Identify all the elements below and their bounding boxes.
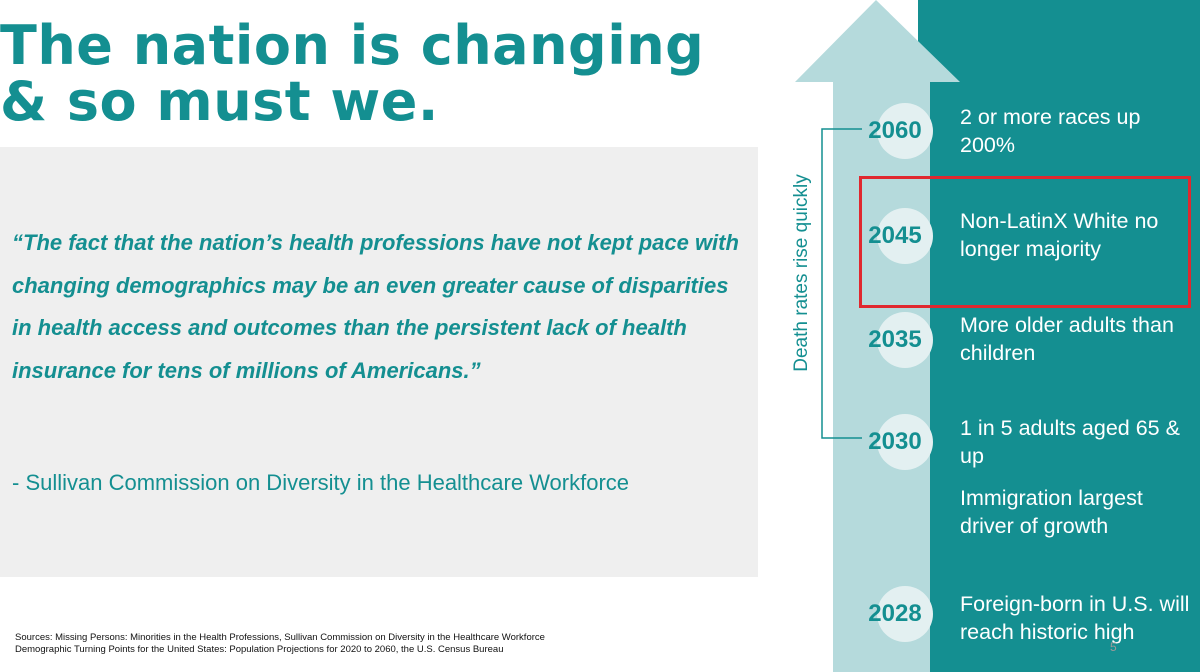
quote-attribution: - Sullivan Commission on Diversity in th… xyxy=(12,470,630,495)
highlight-box xyxy=(859,176,1191,308)
slide-title: The nation is changing & so must we. xyxy=(0,14,705,133)
year-2028: 2028 xyxy=(868,600,922,627)
event-2035: More older adults than children xyxy=(960,313,1174,365)
year-circle-2035 xyxy=(877,312,933,368)
death-rates-label: Death rates rise quickly xyxy=(791,174,812,372)
event-2060: 2 or more races up 200% xyxy=(960,105,1141,157)
year-circle-2030 xyxy=(877,414,933,470)
year-2045: 2045 xyxy=(868,222,922,249)
teal-side-panel xyxy=(918,0,1200,672)
event-2030: 1 in 5 adults aged 65 & up xyxy=(960,416,1180,468)
source-line-1: Sources: Missing Persons: Minorities in … xyxy=(15,632,545,643)
event-2028: Foreign-born in U.S. will reach historic… xyxy=(960,592,1190,644)
year-circle-2045 xyxy=(877,208,933,264)
quote-panel xyxy=(0,147,758,577)
quote-text: “The fact that the nation’s health profe… xyxy=(12,230,739,383)
event-2045: Non-LatinX White no longer majority xyxy=(960,209,1159,261)
sources-footnote: Sources: Missing Persons: Minorities in … xyxy=(15,632,795,656)
year-circle-2060 xyxy=(877,103,933,159)
year-circle-2028 xyxy=(877,586,933,642)
year-2060: 2060 xyxy=(868,117,922,144)
event-2030-immigration: Immigration largest driver of growth xyxy=(960,486,1143,538)
death-rates-bracket xyxy=(821,128,862,439)
page-number: 5 xyxy=(1110,640,1117,654)
year-2030: 2030 xyxy=(868,428,922,455)
year-2035: 2035 xyxy=(868,326,922,353)
source-line-2: Demographic Turning Points for the Unite… xyxy=(15,644,504,655)
